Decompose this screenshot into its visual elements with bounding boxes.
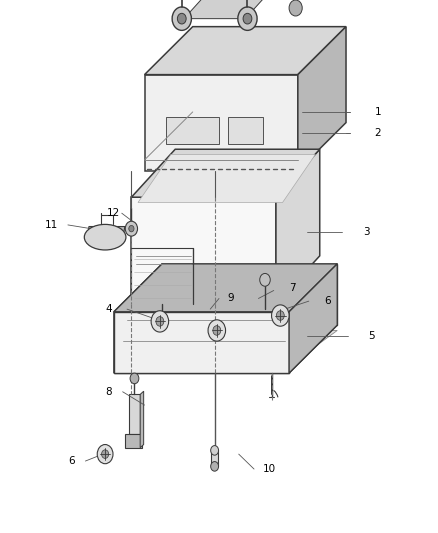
Polygon shape — [138, 155, 315, 203]
Polygon shape — [114, 264, 337, 312]
Polygon shape — [114, 264, 162, 373]
Circle shape — [129, 225, 134, 232]
Text: 7: 7 — [289, 283, 296, 293]
Text: 6: 6 — [324, 296, 331, 306]
Circle shape — [102, 450, 109, 458]
Polygon shape — [145, 75, 298, 171]
Polygon shape — [289, 264, 337, 373]
Text: 12: 12 — [107, 208, 120, 218]
Circle shape — [211, 462, 219, 471]
Circle shape — [151, 311, 169, 332]
Circle shape — [211, 446, 219, 455]
Circle shape — [243, 13, 252, 24]
Circle shape — [260, 273, 270, 286]
Polygon shape — [123, 330, 337, 362]
Circle shape — [208, 320, 226, 341]
Circle shape — [238, 7, 257, 30]
Circle shape — [130, 373, 139, 384]
Polygon shape — [145, 27, 346, 75]
Circle shape — [156, 317, 164, 326]
Circle shape — [276, 311, 284, 320]
Ellipse shape — [84, 224, 126, 250]
Polygon shape — [88, 227, 125, 240]
Text: 3: 3 — [364, 227, 370, 237]
Polygon shape — [131, 197, 276, 304]
Circle shape — [177, 13, 186, 24]
Text: 11: 11 — [45, 220, 58, 230]
Polygon shape — [125, 434, 142, 448]
Circle shape — [97, 445, 113, 464]
Circle shape — [272, 305, 289, 326]
Polygon shape — [298, 27, 346, 171]
Polygon shape — [166, 117, 219, 144]
Polygon shape — [131, 149, 320, 197]
Polygon shape — [114, 312, 289, 373]
Polygon shape — [211, 450, 218, 466]
Polygon shape — [129, 394, 140, 434]
Polygon shape — [131, 248, 193, 304]
Text: 5: 5 — [368, 331, 374, 341]
Text: 10: 10 — [263, 464, 276, 474]
Circle shape — [213, 326, 221, 335]
Polygon shape — [289, 264, 337, 373]
Polygon shape — [276, 149, 320, 304]
Text: 1: 1 — [374, 107, 381, 117]
Polygon shape — [140, 391, 144, 448]
Polygon shape — [184, 0, 265, 19]
Text: 9: 9 — [228, 294, 234, 303]
Text: 2: 2 — [374, 128, 381, 138]
Text: 8: 8 — [105, 387, 112, 397]
Circle shape — [125, 221, 138, 236]
Polygon shape — [228, 117, 263, 144]
Text: 6: 6 — [68, 456, 74, 466]
Circle shape — [289, 0, 302, 16]
Circle shape — [172, 7, 191, 30]
Polygon shape — [162, 264, 337, 325]
Polygon shape — [114, 360, 289, 373]
Text: 4: 4 — [105, 304, 112, 314]
